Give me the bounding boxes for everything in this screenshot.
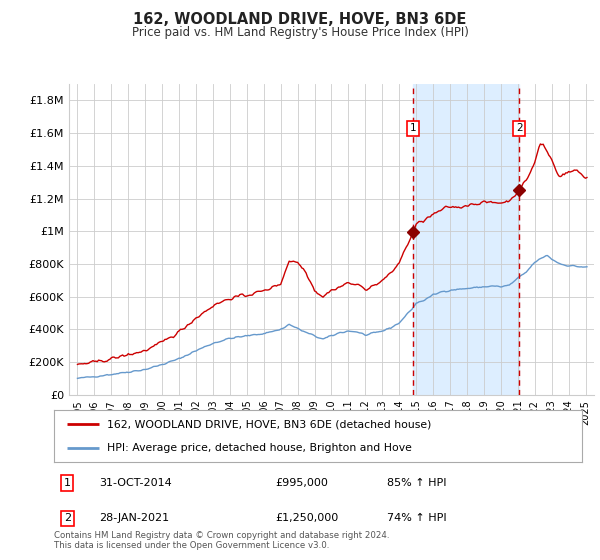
Text: £995,000: £995,000 — [276, 478, 329, 488]
Text: 1: 1 — [410, 123, 416, 133]
Text: HPI: Average price, detached house, Brighton and Hove: HPI: Average price, detached house, Brig… — [107, 443, 412, 453]
Text: 2: 2 — [64, 514, 71, 523]
Text: 74% ↑ HPI: 74% ↑ HPI — [386, 514, 446, 523]
Text: Price paid vs. HM Land Registry's House Price Index (HPI): Price paid vs. HM Land Registry's House … — [131, 26, 469, 39]
Text: 1: 1 — [64, 478, 71, 488]
Text: 31-OCT-2014: 31-OCT-2014 — [99, 478, 172, 488]
Text: 162, WOODLAND DRIVE, HOVE, BN3 6DE (detached house): 162, WOODLAND DRIVE, HOVE, BN3 6DE (deta… — [107, 419, 431, 430]
Text: 162, WOODLAND DRIVE, HOVE, BN3 6DE: 162, WOODLAND DRIVE, HOVE, BN3 6DE — [133, 12, 467, 27]
Text: 2: 2 — [516, 123, 523, 133]
Text: 28-JAN-2021: 28-JAN-2021 — [99, 514, 169, 523]
Text: Contains HM Land Registry data © Crown copyright and database right 2024.
This d: Contains HM Land Registry data © Crown c… — [54, 530, 389, 550]
Text: £1,250,000: £1,250,000 — [276, 514, 339, 523]
Text: 85% ↑ HPI: 85% ↑ HPI — [386, 478, 446, 488]
Bar — [413, 84, 519, 395]
